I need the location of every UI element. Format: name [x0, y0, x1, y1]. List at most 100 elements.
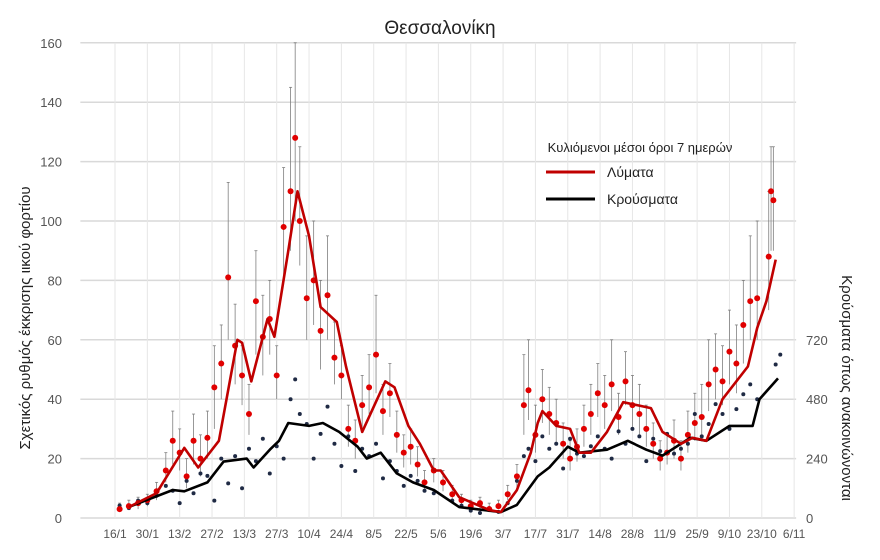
cases-point [353, 468, 358, 473]
y2-tick-label: 240 [806, 452, 828, 467]
cases-point [177, 501, 182, 506]
x-tick-label: 27/2 [200, 527, 224, 541]
cases-point [297, 412, 302, 417]
wastewater-point [504, 491, 511, 498]
y2-tick-label: 0 [806, 511, 813, 526]
x-tick-label: 25/9 [685, 527, 709, 541]
wastewater-point [386, 390, 393, 397]
wastewater-point [252, 298, 259, 305]
cases-point [630, 426, 635, 431]
cases-points [117, 352, 783, 516]
cases-point [191, 491, 196, 496]
wastewater-point [594, 390, 601, 397]
wastewater-point [601, 402, 608, 409]
cases-point [699, 434, 704, 439]
cases-point [595, 434, 600, 439]
wastewater-point [317, 327, 324, 334]
x-tick-label: 11/9 [654, 527, 677, 541]
wastewater-point [414, 461, 421, 468]
wastewater-point [747, 298, 754, 305]
cases-point [184, 478, 189, 483]
cases-point [477, 511, 482, 516]
cases-point [219, 456, 224, 461]
wastewater-point [421, 479, 428, 486]
cases-point [288, 397, 293, 402]
wastewater-point [740, 321, 747, 328]
cases-point [588, 444, 593, 449]
wastewater-point [643, 425, 650, 432]
wastewater-point [768, 188, 775, 195]
wastewater-point [691, 419, 698, 426]
cases-point [540, 434, 545, 439]
cases-point [734, 407, 739, 412]
wastewater-point [698, 414, 705, 421]
wastewater-point [379, 408, 386, 415]
cases-point [644, 459, 649, 464]
cases-point [226, 481, 231, 486]
x-tick-label: 6/11 [783, 527, 806, 541]
wastewater-point [650, 440, 657, 447]
cases-point [526, 446, 531, 451]
wastewater-point [197, 455, 204, 462]
x-tick-label: 5/6 [430, 527, 447, 541]
wastewater-point [211, 384, 218, 391]
wastewater-point [373, 351, 380, 358]
y-tick-label: 40 [48, 392, 62, 407]
cases-point [246, 446, 251, 451]
legend: Κυλιόμενοι μέσοι όροι 7 ημερών Λύματα Κρ… [546, 140, 732, 207]
cases-point [431, 491, 436, 496]
y-tick-label: 140 [40, 95, 62, 110]
cases-point [401, 483, 406, 488]
cases-point [692, 412, 697, 417]
cases-point [240, 486, 245, 491]
wastewater-point [204, 434, 211, 441]
y-axis-label: Σχετικός ρυθμός έκκρισης ιικού φορτίου [17, 186, 34, 449]
cases-point [415, 478, 420, 483]
wastewater-point [331, 354, 338, 361]
wastewater-point [608, 381, 615, 388]
axes: 0 20 40 60 80 100 120 140 160 16/1 30/1 13/2 27/2 13/… [40, 36, 827, 541]
cases-point [678, 446, 683, 451]
wastewater-point [324, 292, 331, 299]
wastewater-point [754, 295, 761, 302]
y-tick-label: 160 [40, 36, 62, 51]
x-tick-label: 23/10 [747, 527, 777, 541]
cases-point [318, 431, 323, 436]
x-tick-label: 19/6 [459, 527, 483, 541]
x-tick-label: 30/1 [136, 527, 160, 541]
cases-point [741, 392, 746, 397]
x-tick-label: 22/5 [394, 527, 418, 541]
wastewater-point [719, 378, 726, 385]
wastewater-point [587, 411, 594, 418]
x-tick-label: 28/8 [621, 527, 645, 541]
cases-point [205, 473, 210, 478]
wastewater-point [636, 411, 643, 418]
wastewater-point [218, 360, 225, 367]
wastewater-point [560, 440, 567, 447]
x-tick-label: 14/8 [588, 527, 612, 541]
cases-point [212, 498, 217, 503]
cases-point [561, 466, 566, 471]
wastewater-point [733, 360, 740, 367]
wastewater-point [449, 491, 456, 498]
cases-point [773, 362, 778, 367]
wastewater-point [345, 425, 352, 432]
wastewater-point [393, 431, 400, 438]
wastewater-point [684, 431, 691, 438]
wastewater-point [525, 387, 532, 394]
wastewater-point [287, 188, 294, 195]
y-tick-label: 100 [40, 214, 62, 229]
x-tick-label: 13/3 [233, 527, 257, 541]
cases-point [514, 478, 519, 483]
cases-point [408, 473, 413, 478]
wastewater-point [400, 449, 407, 456]
cases-point [163, 483, 168, 488]
cases-point [651, 436, 656, 441]
wastewater-point [239, 372, 246, 379]
y2-tick-label: 720 [806, 333, 828, 348]
cases-point [685, 441, 690, 446]
cases-moving-average-line [130, 377, 779, 514]
y2-axis-label: Κρούσματα όπως ανακοινώνονται [838, 275, 855, 501]
gridlines [80, 42, 797, 519]
